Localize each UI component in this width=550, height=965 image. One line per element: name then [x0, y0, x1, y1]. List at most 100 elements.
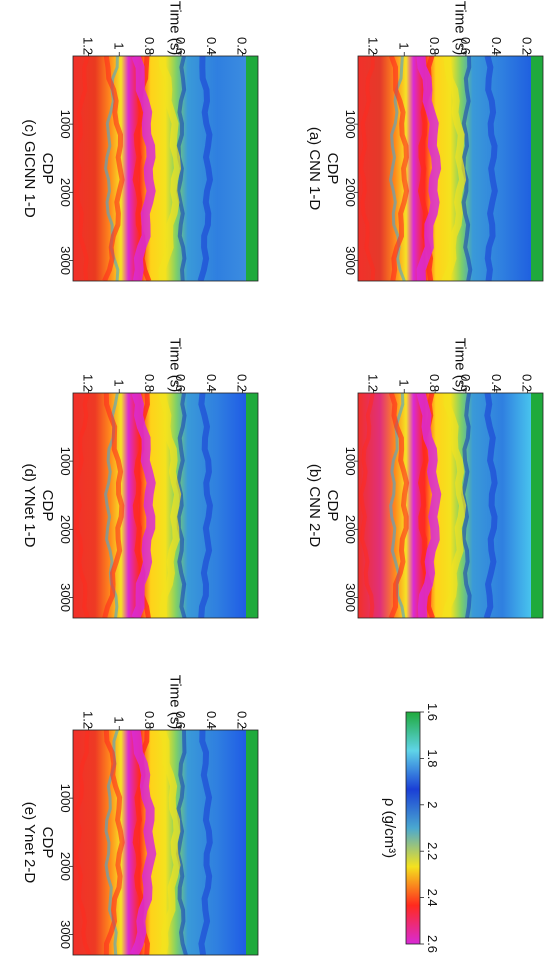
- time-tick-label: 0.2: [520, 37, 535, 55]
- reflector-band: [416, 393, 442, 618]
- cdp-tick-label: 1000: [58, 784, 73, 813]
- time-tick-label: 0.4: [489, 374, 504, 392]
- reflector-band: [74, 393, 90, 618]
- plot-frame: [72, 55, 259, 282]
- reflector-band: [198, 393, 213, 618]
- cdp-tick-label: 2000: [58, 515, 73, 544]
- time-axis-label: Time (s): [452, 1, 469, 55]
- time-tick-label: 1.2: [365, 37, 380, 55]
- time-tick-label: 1.2: [80, 37, 95, 55]
- time-tick-label: 0.2: [520, 374, 535, 392]
- panel-a: 0.2 0.4 0.6 0.8 1 1.2 Time (s) 1000 2000 3000 CDP(…: [306, 1, 544, 282]
- time-axis-label: Time (s): [167, 675, 184, 729]
- panel-caption: (d) YNet 1-D: [21, 464, 38, 548]
- reflector-band: [442, 393, 467, 618]
- cdp-tick-label: 3000: [58, 246, 73, 275]
- reflector-band: [358, 393, 375, 618]
- colorbar-tick-label: 2: [425, 801, 440, 808]
- time-tick-label: 0.4: [204, 37, 219, 55]
- plot-frame: [357, 392, 544, 619]
- time-tick-label: 0.8: [142, 711, 157, 729]
- reflector-band: [129, 730, 157, 955]
- colorbar-tick-label: 2.2: [425, 842, 440, 860]
- time-tick-label: 0.8: [427, 37, 442, 55]
- cdp-tick-label: 1000: [58, 447, 73, 476]
- water-layer: [531, 393, 543, 618]
- reflector-band: [74, 56, 90, 281]
- reflector-band: [158, 393, 182, 618]
- reflector-band: [73, 730, 92, 955]
- reflector-band: [483, 393, 498, 618]
- reflector-band: [176, 730, 188, 955]
- time-tick-label: 0.8: [142, 374, 157, 392]
- reflector-band: [441, 56, 467, 281]
- time-tick-label: 1: [111, 42, 126, 49]
- colorbar-tick-label: 2.4: [425, 889, 440, 907]
- water-layer: [246, 56, 258, 281]
- density-image: [358, 56, 543, 281]
- reflector-band: [484, 56, 498, 281]
- density-image: [73, 56, 258, 281]
- time-tick-label: 1: [396, 42, 411, 49]
- cdp-axis-label: CDP: [39, 153, 56, 185]
- reflector-band: [388, 393, 410, 618]
- panel-b: 0.2 0.4 0.6 0.8 1 1.2 Time (s) 1000 2000 3000 CDP(…: [306, 338, 544, 619]
- cdp-tick-label: 2000: [343, 178, 358, 207]
- time-tick-label: 1.2: [80, 374, 95, 392]
- density-image: [73, 393, 258, 618]
- panel-d: 0.2 0.4 0.6 0.8 1 1.2 Time (s) 1000 2000 3000 CDP(…: [21, 338, 259, 619]
- reflector-band: [131, 56, 156, 281]
- cdp-tick-label: 2000: [343, 515, 358, 544]
- cdp-axis-label: CDP: [39, 827, 56, 859]
- plot-frame: [72, 392, 259, 619]
- cdp-tick-label: 3000: [343, 583, 358, 612]
- colorbar-tick-label: 1.6: [425, 703, 440, 721]
- reflector-band: [176, 393, 187, 618]
- reflector-band: [358, 56, 376, 281]
- time-tick-label: 0.6: [173, 374, 188, 392]
- cdp-axis-label: CDP: [324, 490, 341, 522]
- colorbar-gradient: [405, 711, 421, 945]
- cdp-tick-label: 1000: [343, 447, 358, 476]
- cdp-tick-label: 3000: [58, 583, 73, 612]
- reflector-band: [102, 56, 125, 281]
- time-tick-label: 0.2: [235, 374, 250, 392]
- time-tick-label: 0.4: [204, 711, 219, 729]
- cdp-tick-label: 3000: [58, 920, 73, 949]
- time-tick-label: 1: [111, 716, 126, 723]
- panel-caption: (e) Ynet 2-D: [21, 802, 38, 884]
- water-layer: [246, 730, 258, 955]
- reflector-band: [388, 56, 410, 281]
- time-tick-label: 0.2: [235, 37, 250, 55]
- time-tick-label: 0.8: [427, 374, 442, 392]
- time-tick-label: 0.4: [489, 37, 504, 55]
- reflector-band: [197, 56, 214, 281]
- time-tick-label: 0.6: [173, 37, 188, 55]
- panel-c: 0.2 0.4 0.6 0.8 1 1.2 Time (s) 1000 2000 3000 CDP(…: [21, 1, 259, 282]
- reflector-band: [158, 56, 182, 281]
- time-tick-label: 1: [111, 379, 126, 386]
- reflector-band: [158, 730, 181, 955]
- reflector-band: [198, 730, 213, 955]
- colorbar-label: ρ (g/cm³): [381, 798, 398, 858]
- time-tick-label: 1.2: [80, 711, 95, 729]
- colorbar: 1.6 1.8 2 2.2 2.4 2.6 ρ (g/cm³): [381, 703, 440, 953]
- reflector-band: [131, 393, 156, 618]
- time-axis-label: Time (s): [452, 338, 469, 392]
- colorbar-tick-label: 2.6: [425, 935, 440, 953]
- reflector-band: [176, 56, 187, 281]
- panel-caption: (a) CNN 1-D: [306, 127, 323, 211]
- cdp-tick-label: 2000: [58, 852, 73, 881]
- cdp-axis-label: CDP: [39, 490, 56, 522]
- plot-frame: [357, 55, 544, 282]
- reflector-band: [416, 56, 442, 281]
- cdp-tick-label: 2000: [58, 178, 73, 207]
- density-image: [358, 393, 543, 618]
- colorbar-ticks: 1.6 1.8 2 2.2 2.4 2.6: [420, 703, 440, 953]
- time-tick-label: 0.6: [173, 711, 188, 729]
- time-tick-label: 0.6: [458, 374, 473, 392]
- time-tick-label: 0.6: [458, 37, 473, 55]
- time-tick-label: 0.8: [142, 37, 157, 55]
- reflector-band: [103, 730, 125, 955]
